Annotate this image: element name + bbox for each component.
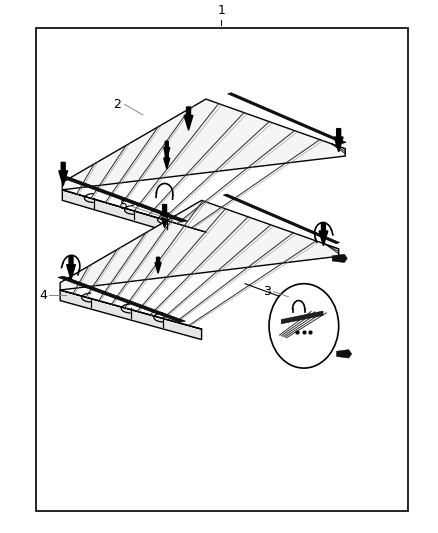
FancyArrow shape: [164, 152, 170, 169]
Text: 4: 4: [39, 289, 47, 302]
FancyArrow shape: [164, 141, 170, 158]
Text: 2: 2: [113, 98, 121, 111]
FancyArrow shape: [184, 107, 193, 130]
Polygon shape: [60, 290, 201, 340]
Text: 1: 1: [217, 4, 225, 17]
FancyArrow shape: [59, 163, 67, 185]
FancyArrow shape: [155, 257, 161, 273]
FancyArrow shape: [319, 222, 328, 246]
FancyArrow shape: [334, 128, 343, 152]
Circle shape: [269, 284, 339, 368]
Polygon shape: [281, 311, 323, 324]
Polygon shape: [60, 200, 339, 290]
Polygon shape: [332, 254, 347, 263]
Polygon shape: [60, 176, 187, 222]
Text: 5: 5: [120, 199, 127, 212]
Polygon shape: [62, 99, 345, 190]
Polygon shape: [228, 93, 346, 143]
FancyArrow shape: [160, 205, 169, 228]
Polygon shape: [223, 194, 339, 244]
Polygon shape: [336, 350, 352, 358]
FancyArrow shape: [67, 256, 75, 279]
Bar: [36, 28, 408, 511]
Text: 3: 3: [263, 285, 271, 298]
Polygon shape: [58, 276, 185, 322]
Polygon shape: [62, 190, 206, 243]
